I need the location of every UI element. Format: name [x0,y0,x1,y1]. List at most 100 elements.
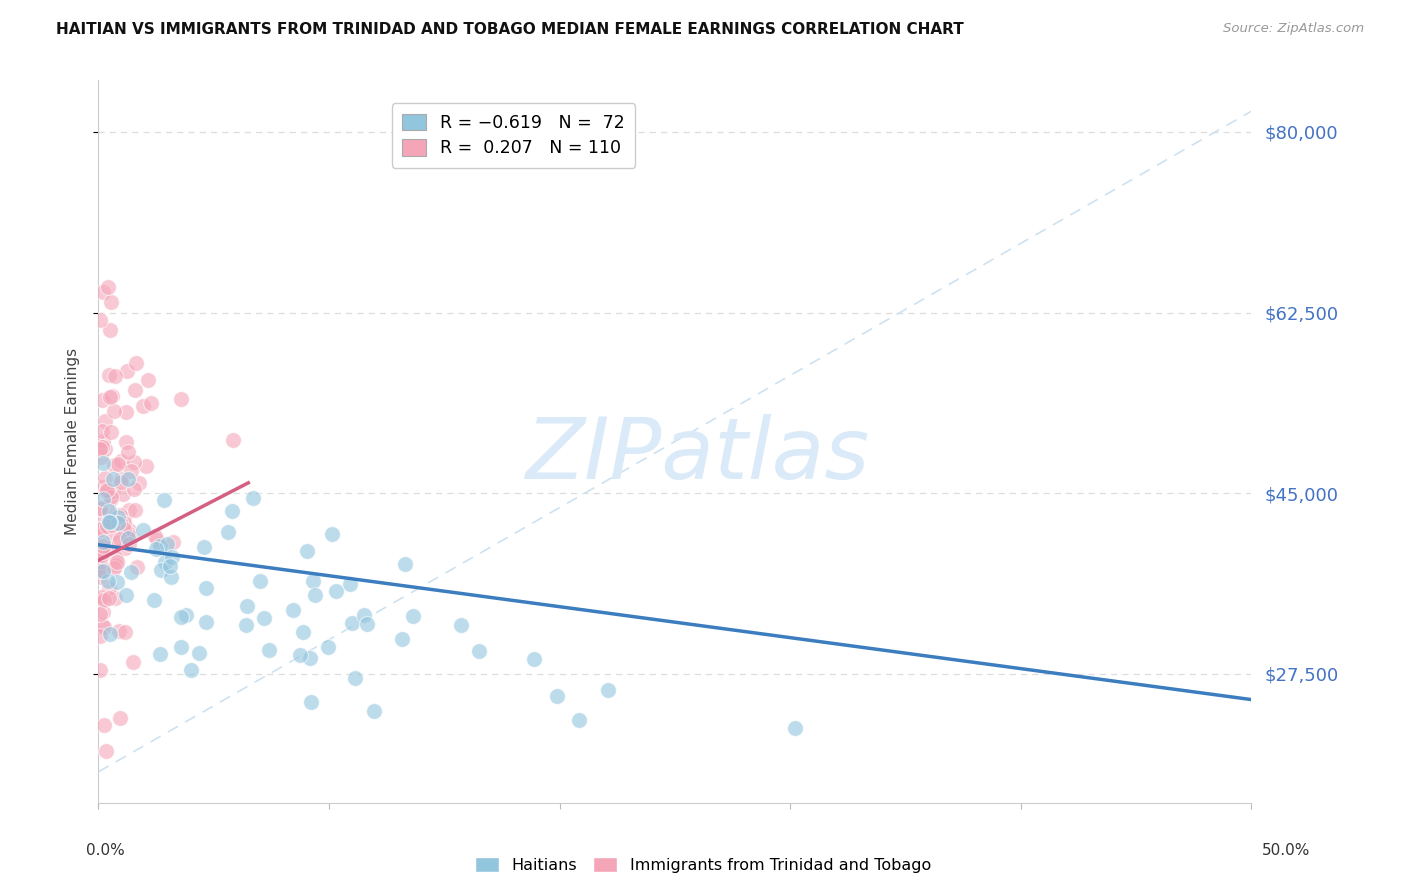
Point [170,640,193,654]
Point [596,683,619,698]
Point [122,656,145,670]
Point [785,721,807,735]
Point [91,605,114,619]
Point [90,543,112,558]
Point [101,472,124,486]
Point [93,718,115,732]
Point [136,374,159,388]
Point [301,574,323,588]
Text: 50.0%: 50.0% [1263,843,1310,858]
Point [100,491,122,506]
Point [143,529,166,543]
Text: 0.0%: 0.0% [86,843,125,858]
Point [159,558,181,573]
Point [115,364,138,378]
Point [91,548,114,562]
Point [257,643,280,657]
Point [353,608,375,623]
Point [124,383,146,397]
Point [122,482,145,496]
Point [316,640,339,654]
Point [96,519,118,533]
Point [568,713,591,727]
Point [112,522,135,536]
Point [107,457,129,471]
Point [124,503,146,517]
Point [89,570,111,584]
Point [89,313,111,327]
Point [344,671,367,685]
Point [221,504,243,518]
Point [94,471,117,485]
Point [120,465,142,479]
Point [108,515,131,529]
Point [128,476,150,491]
Point [105,555,128,569]
Point [110,514,132,528]
Point [90,502,112,516]
Point [97,368,120,383]
Point [91,491,114,506]
Point [180,663,202,677]
Point [139,396,162,410]
Point [98,323,121,337]
Point [153,555,176,569]
Point [160,570,183,584]
Point [304,588,326,602]
Text: HAITIAN VS IMMIGRANTS FROM TRINIDAD AND TOBAGO MEDIAN FEMALE EARNINGS CORRELATIO: HAITIAN VS IMMIGRANTS FROM TRINIDAD AND … [56,22,965,37]
Point [100,295,122,310]
Point [91,434,114,449]
Point [94,414,117,428]
Point [450,617,472,632]
Point [146,533,169,547]
Point [468,644,491,658]
Point [118,523,141,537]
Point [98,581,121,595]
Point [283,603,305,617]
Point [93,593,115,607]
Point [160,549,183,564]
Point [114,541,136,555]
Point [110,454,132,468]
Point [156,537,179,551]
Point [162,535,184,549]
Point [170,610,193,624]
Point [108,535,131,549]
Point [97,279,120,293]
Point [91,456,114,470]
Point [101,484,124,499]
Point [253,611,276,625]
Point [108,624,131,638]
Point [325,584,347,599]
Point [91,480,114,494]
Point [90,618,112,632]
Point [91,545,114,559]
Point [89,500,111,515]
Point [135,459,157,474]
Point [131,524,153,538]
Point [98,514,121,528]
Point [100,518,122,533]
Point [104,558,127,572]
Point [187,646,209,660]
Point [108,711,131,725]
Point [103,404,125,418]
Point [90,590,112,604]
Legend: Haitians, Immigrants from Trinidad and Tobago: Haitians, Immigrants from Trinidad and T… [468,851,938,880]
Point [363,704,385,718]
Point [195,615,218,629]
Point [101,525,124,540]
Point [107,516,129,531]
Point [291,624,314,639]
Point [110,533,132,547]
Point [94,483,117,498]
Point [110,472,132,486]
Point [242,491,264,505]
Point [90,522,112,536]
Point [89,607,111,621]
Point [120,565,142,579]
Point [105,551,128,566]
Point [89,564,111,578]
Point [93,620,115,634]
Point [149,540,172,554]
